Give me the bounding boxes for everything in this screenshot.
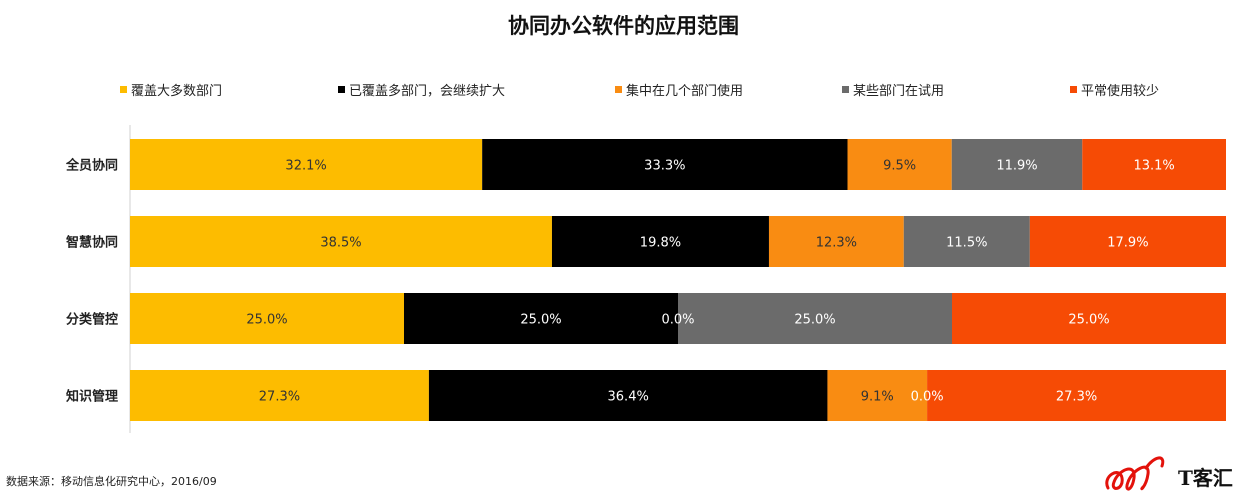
segment-value-label: 17.9% bbox=[1107, 236, 1148, 251]
segment-value-label: 12.3% bbox=[816, 236, 857, 251]
category-label: 知识管理 bbox=[66, 389, 118, 405]
segment-value-label: 27.3% bbox=[1056, 390, 1097, 405]
bar-segment bbox=[482, 139, 848, 190]
legend-label: 覆盖大多数部门 bbox=[131, 84, 223, 99]
bar-segment bbox=[1029, 216, 1226, 267]
stacked-bar-plot: 全员协同 32.1% 33.3% 9.5% 11.9% 13.1% 智慧协同 38.5% 19.… bbox=[65, 125, 1226, 433]
segment-value-label: 0.0% bbox=[661, 313, 694, 328]
bar-segment bbox=[130, 139, 483, 190]
category-label: 分类管控 bbox=[66, 312, 118, 328]
bars-layer bbox=[130, 139, 1226, 421]
segment-value-label: 11.9% bbox=[996, 159, 1037, 174]
legend-swatch bbox=[338, 86, 345, 93]
bar-segment bbox=[951, 139, 1083, 190]
segment-value-label: 25.0% bbox=[520, 313, 561, 328]
legend-item: 集中在几个部门使用 bbox=[615, 80, 743, 99]
segment-value-label: 25.0% bbox=[794, 313, 835, 328]
category-label: 智慧协同 bbox=[66, 235, 118, 251]
category-label: 全员协同 bbox=[65, 158, 118, 174]
bar-segment bbox=[903, 216, 1030, 267]
legend-item: 某些部门在试用 bbox=[842, 80, 944, 99]
legend-swatch bbox=[842, 86, 849, 93]
segment-value-label: 9.1% bbox=[861, 390, 894, 405]
legend-label: 已覆盖多部门，会继续扩大 bbox=[349, 84, 506, 99]
legend-label: 平常使用较少 bbox=[1081, 84, 1160, 99]
legend-item: 覆盖大多数部门 bbox=[120, 80, 222, 99]
source-note: 数据来源：移动信息化研究中心，2016/09 bbox=[6, 475, 217, 488]
legend-item: 平常使用较少 bbox=[1070, 80, 1159, 99]
bar-segment bbox=[678, 293, 952, 344]
segment-value-label: 11.5% bbox=[946, 236, 987, 251]
bar-segment bbox=[827, 370, 928, 421]
bar-segment bbox=[130, 370, 429, 421]
segment-value-label: 9.5% bbox=[883, 159, 916, 174]
bar-segment bbox=[927, 370, 1226, 421]
segment-value-label: 25.0% bbox=[1068, 313, 1109, 328]
bar-segment bbox=[428, 370, 828, 421]
bar-segment bbox=[847, 139, 952, 190]
logo-text: T客汇 bbox=[1178, 466, 1233, 490]
segment-value-label: 25.0% bbox=[246, 313, 287, 328]
bar-segment bbox=[952, 293, 1226, 344]
bar-segment bbox=[1082, 139, 1226, 190]
chart-title: 协同办公软件的应用范围 bbox=[508, 14, 739, 38]
segment-value-label: 32.1% bbox=[285, 159, 326, 174]
bar-segment bbox=[130, 216, 552, 267]
logo-mark bbox=[1105, 456, 1165, 491]
labels-layer: 全员协同 32.1% 33.3% 9.5% 11.9% 13.1% 智慧协同 38.5% 19.… bbox=[65, 158, 1175, 405]
bar-segment bbox=[768, 216, 904, 267]
segment-value-label: 27.3% bbox=[259, 390, 300, 405]
segment-value-label: 0.0% bbox=[911, 390, 944, 405]
legend: 覆盖大多数部门 已覆盖多部门，会继续扩大 集中在几个部门使用 某些部门在试用 平常使用较… bbox=[120, 80, 1220, 100]
segment-value-label: 38.5% bbox=[320, 236, 361, 251]
legend-swatch bbox=[120, 86, 127, 93]
legend-swatch bbox=[1070, 86, 1077, 93]
legend-label: 集中在几个部门使用 bbox=[626, 84, 744, 99]
segment-value-label: 19.8% bbox=[640, 236, 681, 251]
logo-swirl bbox=[1105, 465, 1150, 491]
bar-segment bbox=[551, 216, 769, 267]
segment-value-label: 36.4% bbox=[608, 390, 649, 405]
legend-label: 某些部门在试用 bbox=[853, 84, 945, 99]
legend-swatch bbox=[615, 86, 622, 93]
bar-segment bbox=[130, 293, 404, 344]
segment-value-label: 13.1% bbox=[1133, 159, 1174, 174]
bar-segment bbox=[404, 293, 678, 344]
segment-value-label: 33.3% bbox=[644, 159, 685, 174]
legend-item: 已覆盖多部门，会继续扩大 bbox=[338, 80, 505, 99]
